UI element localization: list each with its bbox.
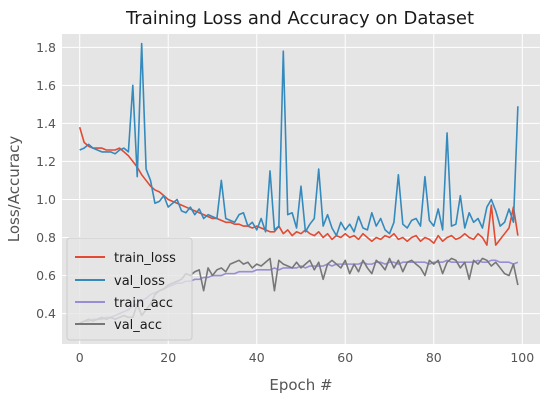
chart-title: Training Loss and Accuracy on Dataset [125,8,474,29]
legend: train_loss val_loss train_acc val_acc [66,237,193,341]
y-tick-label: 1.6 [36,78,56,93]
x-tick-label: 20 [160,350,176,365]
x-tick-label: 60 [337,350,353,365]
y-tick-label: 1.0 [36,192,56,207]
legend-label-train-acc: train_acc [114,296,173,311]
x-tick-label: 40 [249,350,265,365]
y-tick-label: 1.2 [36,154,56,169]
x-tick-label: 0 [76,350,84,365]
y-tick-label: 0.6 [36,268,56,283]
y-tick-label: 0.8 [36,230,56,245]
y-tick-labels: 0.4 0.6 0.8 1.0 1.2 1.4 1.6 1.8 [36,40,56,321]
y-tick-label: 1.4 [36,116,56,131]
x-tick-label: 100 [510,350,534,365]
y-tick-label: 1.8 [36,40,56,55]
x-tick-labels: 0 20 40 60 80 100 [76,350,535,365]
x-axis-label: Epoch # [269,376,332,394]
legend-label-val-acc: val_acc [114,318,162,333]
legend-label-val-loss: val_loss [114,274,165,289]
legend-box [66,237,193,341]
legend-label-train-loss: train_loss [114,251,176,266]
series-line-val-loss [79,42,519,237]
x-tick-label: 80 [426,350,442,365]
y-axis-label: Loss/Accuracy [5,136,23,243]
y-tick-label: 0.4 [36,306,56,321]
